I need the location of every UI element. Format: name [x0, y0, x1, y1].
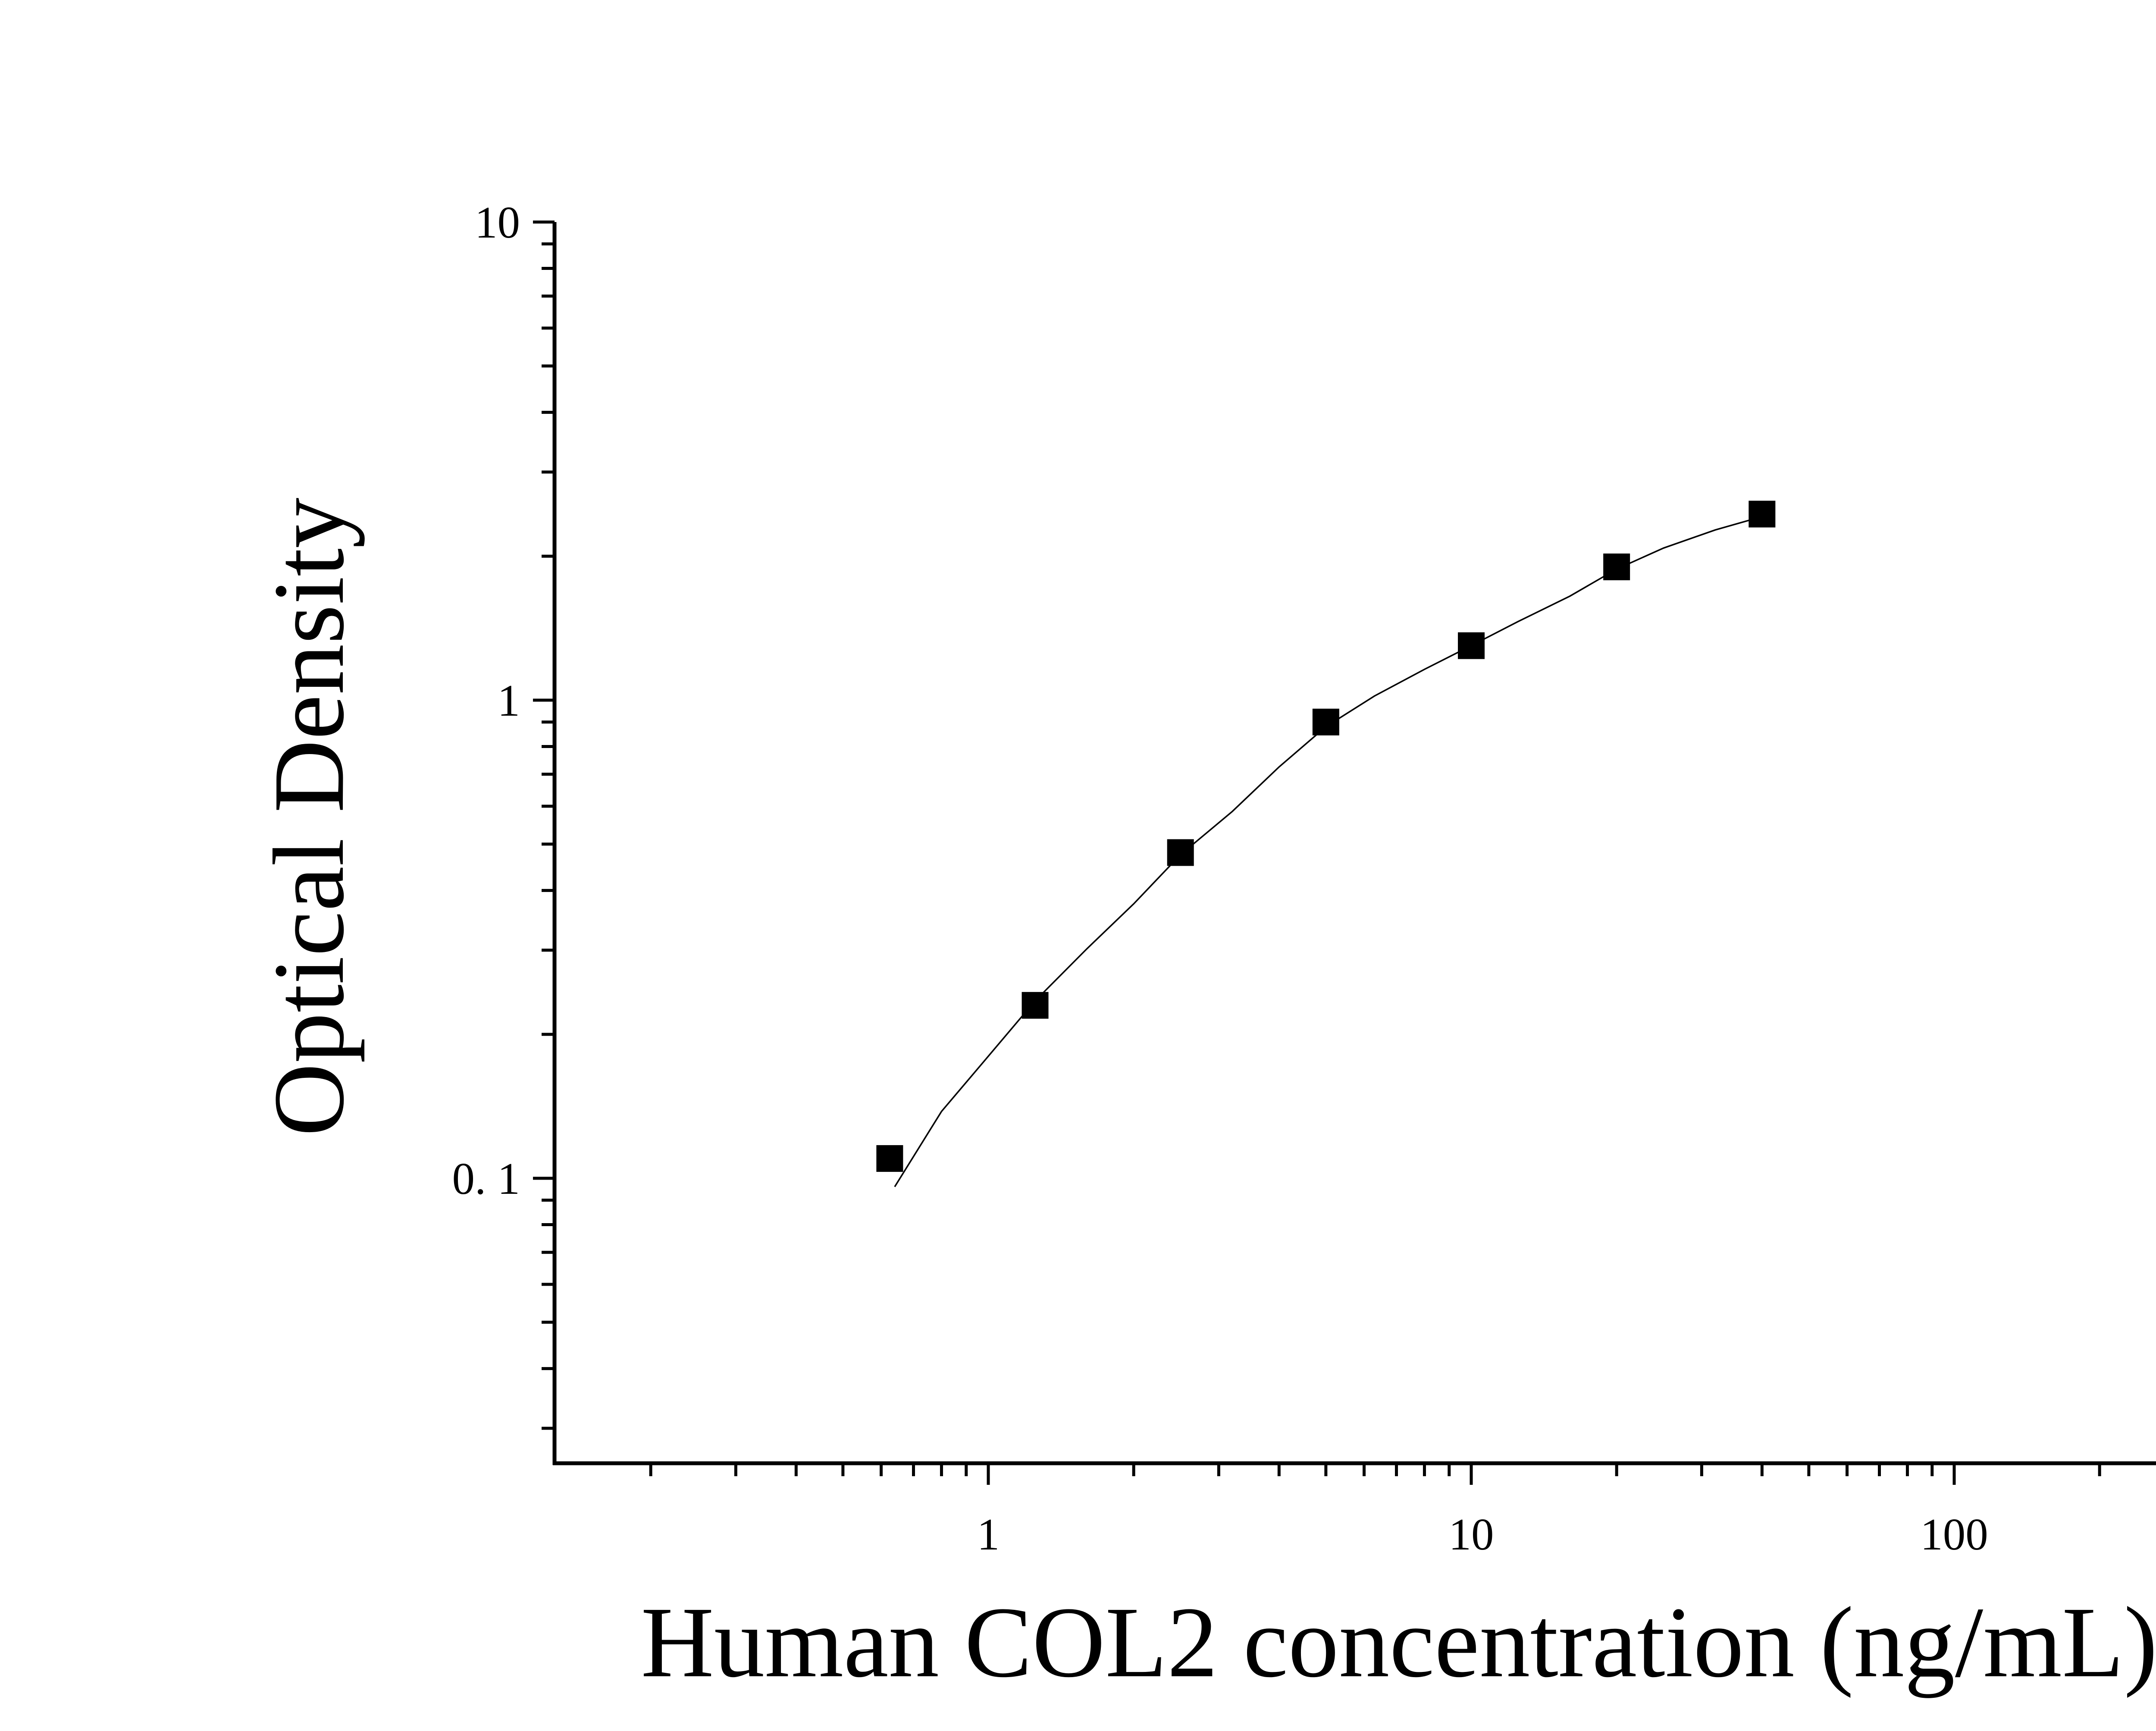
axes [552, 222, 2156, 1465]
data-point [876, 1145, 903, 1172]
x-tick-label: 10 [1449, 1509, 1494, 1559]
data-point [1603, 553, 1630, 580]
data-point [1312, 708, 1339, 736]
data-point [1167, 839, 1194, 866]
y-tick-label: 0. 1 [452, 1153, 520, 1204]
data-points [876, 501, 1776, 1172]
y-tick-label: 10 [475, 197, 520, 247]
x-ticks: 1 10 100 [649, 1463, 2101, 1559]
x-tick-label: 1 [977, 1509, 1000, 1559]
data-point [1749, 501, 1776, 528]
fit-curve-group [894, 516, 1762, 1187]
data-point [1022, 992, 1049, 1019]
x-axis-title: Human COL2 concentration (ng/mL) [641, 1586, 2156, 1698]
y-ticks: 10 1 0. 1 [452, 197, 555, 1430]
y-tick-label: 1 [498, 675, 520, 726]
fit-curve [894, 516, 1762, 1187]
x-tick-label: 100 [1920, 1509, 1988, 1559]
y-axis-title: Optical Density [253, 498, 365, 1136]
data-point [1458, 632, 1485, 659]
